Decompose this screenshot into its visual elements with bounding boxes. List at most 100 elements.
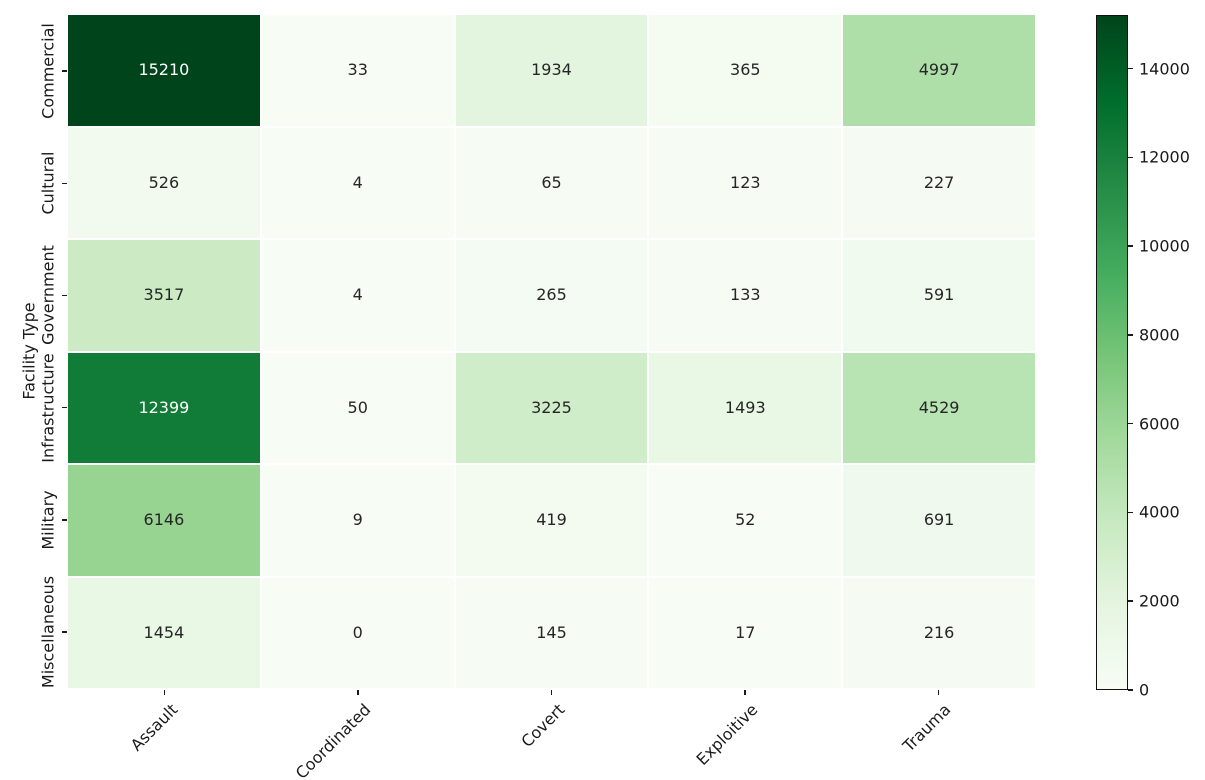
tick-mark — [357, 689, 359, 695]
y-tick-label: Miscellaneous — [38, 575, 58, 688]
cell-value: 691 — [923, 510, 955, 530]
heatmap-cell: 591 — [843, 240, 1035, 351]
colorbar-tick-label: 10000 — [1139, 236, 1190, 256]
colorbar-tick-label: 6000 — [1139, 414, 1180, 434]
cell-value: 3517 — [143, 285, 185, 305]
x-tick-label: Trauma — [899, 700, 955, 756]
y-tick-label: Cultural — [38, 151, 58, 215]
heatmap-cell: 4 — [261, 127, 454, 238]
heatmap-cell: 3225 — [455, 352, 648, 463]
heatmap-cell: 50 — [261, 352, 454, 463]
tick-mark — [744, 689, 746, 695]
tick-mark — [937, 689, 940, 695]
cell-value: 145 — [536, 622, 567, 642]
x-tick-label: Exploitive — [692, 700, 762, 769]
colorbar-tick-label: 14000 — [1139, 59, 1190, 79]
y-tick-label: Infrastructure — [38, 352, 58, 463]
heatmap-cell: 123 — [649, 127, 842, 238]
heatmap-cell: 419 — [455, 465, 648, 576]
heatmap-cell: 65 — [455, 127, 648, 238]
heatmap-cell: 3517 — [68, 240, 260, 351]
x-tick-label: Coordinated — [291, 700, 375, 780]
colorbar-tick-mark — [1128, 422, 1133, 425]
tick-mark — [61, 182, 67, 184]
heatmap-cell: 1454 — [68, 577, 260, 688]
cell-value: 4 — [352, 285, 363, 305]
cell-value: 15210 — [138, 60, 190, 80]
cell-value: 1493 — [724, 397, 766, 417]
heatmap-cell: 1493 — [649, 352, 842, 463]
colorbar-gradient — [1097, 16, 1127, 689]
colorbar-tick-label: 0 — [1139, 680, 1150, 700]
cell-value: 17 — [735, 622, 756, 642]
heatmap-cell: 15210 — [68, 15, 260, 126]
colorbar-tick-mark — [1128, 156, 1133, 159]
heatmap-cell: 365 — [649, 15, 842, 126]
x-tick-label: Covert — [516, 700, 568, 752]
cell-value: 3225 — [531, 397, 572, 417]
cell-value: 265 — [536, 285, 567, 305]
heatmap-cell: 12399 — [68, 352, 260, 463]
colorbar-tick-label: 4000 — [1139, 502, 1180, 522]
heatmap-cell: 145 — [455, 577, 648, 688]
heatmap-cell: 17 — [649, 577, 842, 688]
y-tick-label: Military — [38, 490, 58, 550]
heatmap-cell: 4997 — [843, 15, 1035, 126]
cell-value: 9 — [352, 510, 363, 530]
y-tick-label: Government — [38, 245, 58, 346]
heatmap-cell: 33 — [261, 15, 454, 126]
heatmap-cell: 52 — [649, 465, 842, 576]
heatmap-cell: 0 — [261, 577, 454, 688]
heatmap-cell: 4 — [261, 240, 454, 351]
tick-mark — [550, 689, 553, 695]
cell-value: 591 — [923, 285, 955, 305]
heatmap-cell: 6146 — [68, 465, 260, 576]
y-tick-label: Commercial — [38, 23, 58, 119]
colorbar-tick-mark — [1128, 67, 1133, 70]
cell-value: 123 — [730, 172, 761, 192]
colorbar-tick-mark — [1128, 511, 1133, 514]
cell-value: 365 — [730, 60, 761, 80]
colorbar-tick-mark — [1128, 245, 1133, 247]
cell-value: 227 — [923, 172, 955, 192]
cell-value: 6146 — [143, 510, 185, 530]
heatmap-cell: 691 — [843, 465, 1035, 576]
cell-value: 216 — [923, 622, 955, 642]
cell-value: 1934 — [531, 60, 572, 80]
heatmap-cell: 133 — [649, 240, 842, 351]
colorbar-tick-label: 8000 — [1139, 325, 1180, 345]
cell-value: 4529 — [918, 397, 960, 417]
tick-mark — [61, 519, 67, 521]
heatmap-cell: 526 — [68, 127, 260, 238]
colorbar — [1096, 15, 1128, 690]
colorbar-tick-mark — [1128, 689, 1133, 691]
tick-mark — [61, 294, 67, 297]
heatmap-cell: 4529 — [843, 352, 1035, 463]
heatmap-cell: 265 — [455, 240, 648, 351]
cell-value: 419 — [536, 510, 567, 530]
tick-mark — [61, 70, 67, 72]
x-tick-label: Assault — [126, 700, 182, 755]
heatmap-cell: 216 — [843, 577, 1035, 688]
cell-value: 4997 — [918, 60, 960, 80]
cell-value: 1454 — [143, 622, 185, 642]
tick-mark — [163, 689, 166, 695]
colorbar-tick-label: 2000 — [1139, 591, 1180, 611]
heatmap-grid: 15210 33 1934 365 4997 526 4 65 123 227 3517 4 265 13… — [68, 15, 1035, 688]
cell-value: 133 — [730, 285, 761, 305]
y-axis-label: Facility Type — [19, 302, 39, 400]
tick-mark — [61, 406, 67, 409]
colorbar-tick-mark — [1128, 600, 1133, 602]
heatmap-cell: 227 — [843, 127, 1035, 238]
cell-value: 12399 — [138, 397, 190, 417]
heatmap-cell: 1934 — [455, 15, 648, 126]
cell-value: 33 — [347, 60, 368, 80]
colorbar-tick-mark — [1128, 334, 1133, 336]
cell-value: 65 — [541, 172, 562, 192]
cell-value: 526 — [148, 172, 180, 192]
cell-value: 0 — [352, 622, 363, 642]
cell-value: 50 — [347, 397, 368, 417]
heatmap-cell: 9 — [261, 465, 454, 576]
tick-mark — [61, 631, 67, 633]
